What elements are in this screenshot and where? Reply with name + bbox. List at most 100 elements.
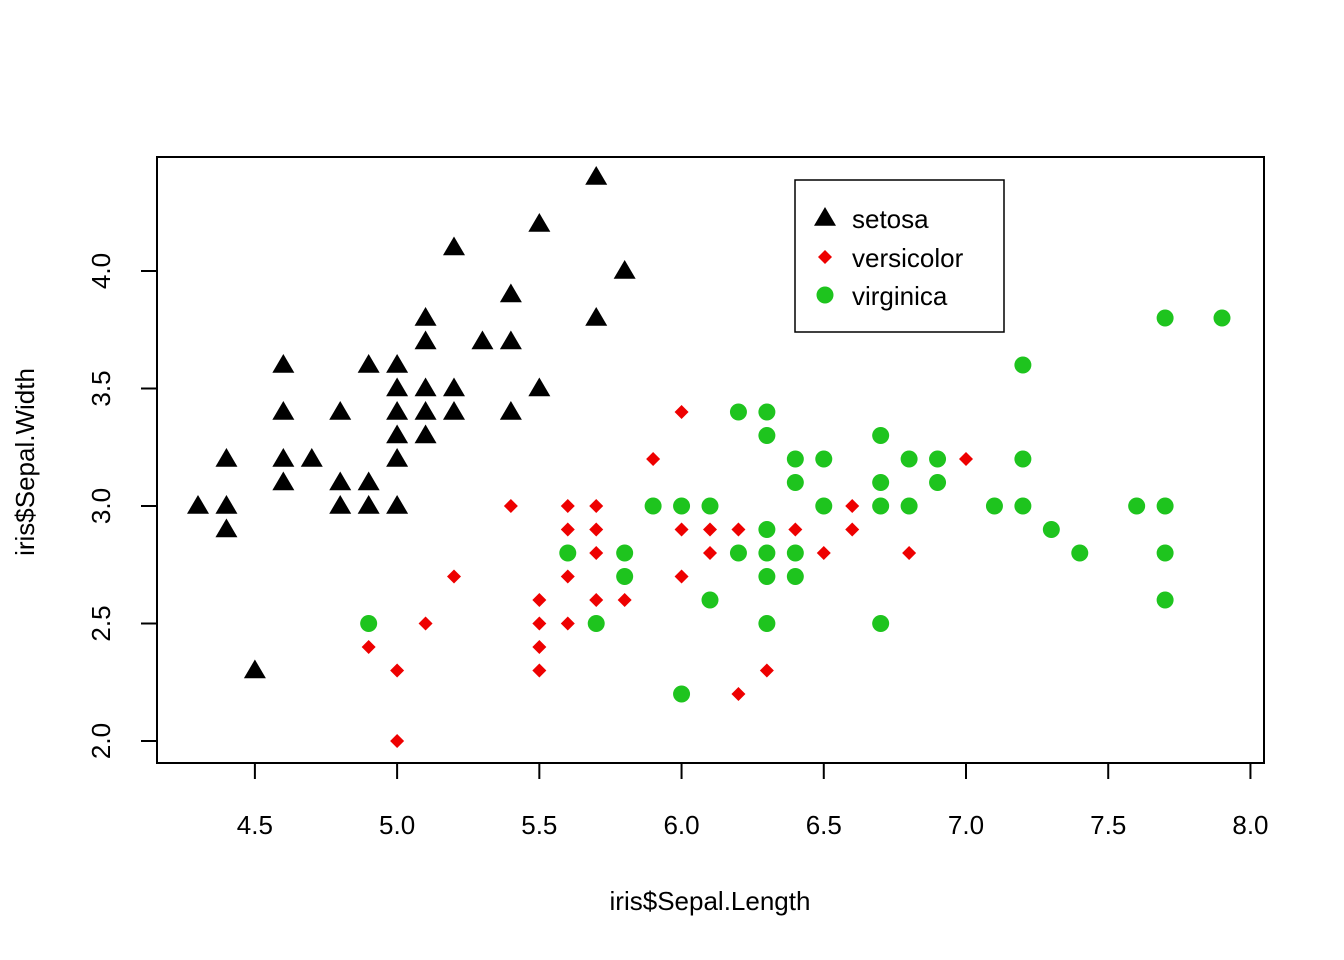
data-point-virginica	[758, 403, 776, 421]
data-point-virginica	[1156, 544, 1174, 562]
x-axis: 4.5 5.0 5.5 6.0 6.5 7.0 7.5 8.0	[237, 762, 1269, 840]
data-point-setosa	[386, 495, 409, 514]
x-tick-label: 5.0	[379, 810, 415, 840]
data-point-versicolor	[560, 616, 575, 631]
data-point-virginica	[758, 568, 776, 585]
x-axis-label: iris$Sepal.Length	[610, 886, 811, 916]
data-point-virginica	[701, 591, 719, 609]
data-point-versicolor	[731, 522, 746, 537]
data-point-virginica	[1213, 309, 1231, 327]
data-point-virginica	[1156, 497, 1174, 515]
legend-label-versicolor: versicolor	[852, 243, 964, 273]
data-point-setosa	[386, 377, 409, 397]
data-point-versicolor	[560, 499, 575, 513]
data-point-versicolor	[674, 522, 689, 537]
data-point-versicolor	[361, 640, 376, 654]
data-point-virginica	[1156, 591, 1174, 609]
data-point-virginica	[1014, 497, 1032, 515]
data-point-setosa	[357, 495, 380, 514]
data-point-setosa	[386, 448, 409, 467]
data-point-versicolor	[845, 522, 860, 537]
data-point-virginica	[872, 474, 890, 491]
data-point-virginica	[729, 403, 747, 421]
data-point-setosa	[414, 330, 437, 350]
data-point-setosa	[528, 213, 551, 232]
data-point-virginica	[929, 474, 947, 491]
data-point-virginica	[673, 497, 691, 515]
data-point-virginica	[786, 544, 804, 562]
data-point-virginica	[815, 450, 833, 468]
data-point-versicolor	[390, 734, 405, 748]
legend: setosa versicolor virginica	[794, 179, 1005, 333]
data-point-virginica	[701, 497, 719, 515]
data-point-virginica	[1071, 544, 1089, 562]
data-point-virginica	[616, 544, 634, 562]
data-point-setosa	[272, 448, 295, 467]
data-point-setosa	[357, 354, 380, 373]
data-point-setosa	[272, 401, 295, 420]
plot-frame	[156, 156, 1265, 764]
data-point-versicolor	[816, 546, 831, 560]
data-point-setosa	[215, 495, 238, 514]
data-point-setosa	[499, 330, 522, 350]
data-point-versicolor	[617, 593, 632, 607]
y-tick-label: 2.5	[86, 605, 116, 641]
data-point-setosa	[272, 471, 295, 491]
data-point-setosa	[386, 424, 409, 444]
x-tick-label: 8.0	[1232, 810, 1268, 840]
y-axis: 2.0 2.5 3.0 3.5 4.0	[86, 253, 158, 759]
data-point-setosa	[386, 401, 409, 420]
data-point-virginica	[900, 497, 918, 515]
data-point-versicolor	[646, 452, 661, 466]
data-point-virginica	[1128, 497, 1146, 515]
data-point-virginica	[1156, 309, 1174, 327]
data-point-versicolor	[674, 405, 689, 419]
data-point-virginica	[929, 450, 947, 468]
data-point-versicolor	[959, 452, 973, 466]
data-point-virginica	[815, 497, 833, 515]
data-point-versicolor	[560, 522, 575, 537]
data-point-virginica	[587, 615, 605, 632]
data-point-setosa	[300, 448, 323, 467]
data-point-virginica	[872, 497, 890, 515]
y-tick-label: 3.5	[86, 370, 116, 406]
data-points	[187, 166, 1231, 748]
data-point-setosa	[528, 377, 551, 397]
data-point-versicolor	[418, 616, 433, 631]
data-point-virginica	[786, 568, 804, 585]
legend-label-setosa: setosa	[852, 204, 929, 234]
data-point-versicolor	[589, 522, 604, 537]
data-point-setosa	[187, 495, 209, 514]
data-point-versicolor	[532, 640, 547, 654]
x-tick-label: 7.5	[1090, 810, 1126, 840]
data-point-virginica	[900, 450, 918, 468]
data-point-setosa	[499, 283, 522, 303]
data-point-versicolor	[845, 499, 860, 513]
data-point-versicolor	[589, 499, 604, 513]
data-point-setosa	[272, 354, 295, 373]
legend-key-versicolor	[818, 250, 832, 264]
data-point-virginica	[758, 427, 776, 444]
data-point-versicolor	[902, 546, 917, 560]
data-point-versicolor	[503, 499, 518, 513]
data-point-versicolor	[589, 546, 604, 560]
x-tick-label: 6.0	[663, 810, 699, 840]
data-point-setosa	[414, 401, 437, 420]
data-point-setosa	[585, 307, 608, 326]
data-point-versicolor	[589, 593, 604, 607]
y-axis-label: iris$Sepal.Width	[10, 368, 40, 556]
legend-key-setosa	[814, 207, 836, 226]
y-tick-label: 2.0	[86, 723, 116, 759]
data-point-setosa	[613, 260, 636, 279]
x-tick-label: 4.5	[237, 810, 273, 840]
data-point-setosa	[215, 448, 238, 467]
data-point-virginica	[758, 544, 776, 562]
legend-key-virginica	[816, 286, 834, 304]
data-point-virginica	[758, 615, 776, 632]
x-tick-label: 6.5	[806, 810, 842, 840]
data-point-virginica	[786, 474, 804, 491]
data-point-setosa	[414, 307, 437, 326]
data-point-virginica	[872, 615, 890, 632]
x-tick-label: 7.0	[948, 810, 984, 840]
